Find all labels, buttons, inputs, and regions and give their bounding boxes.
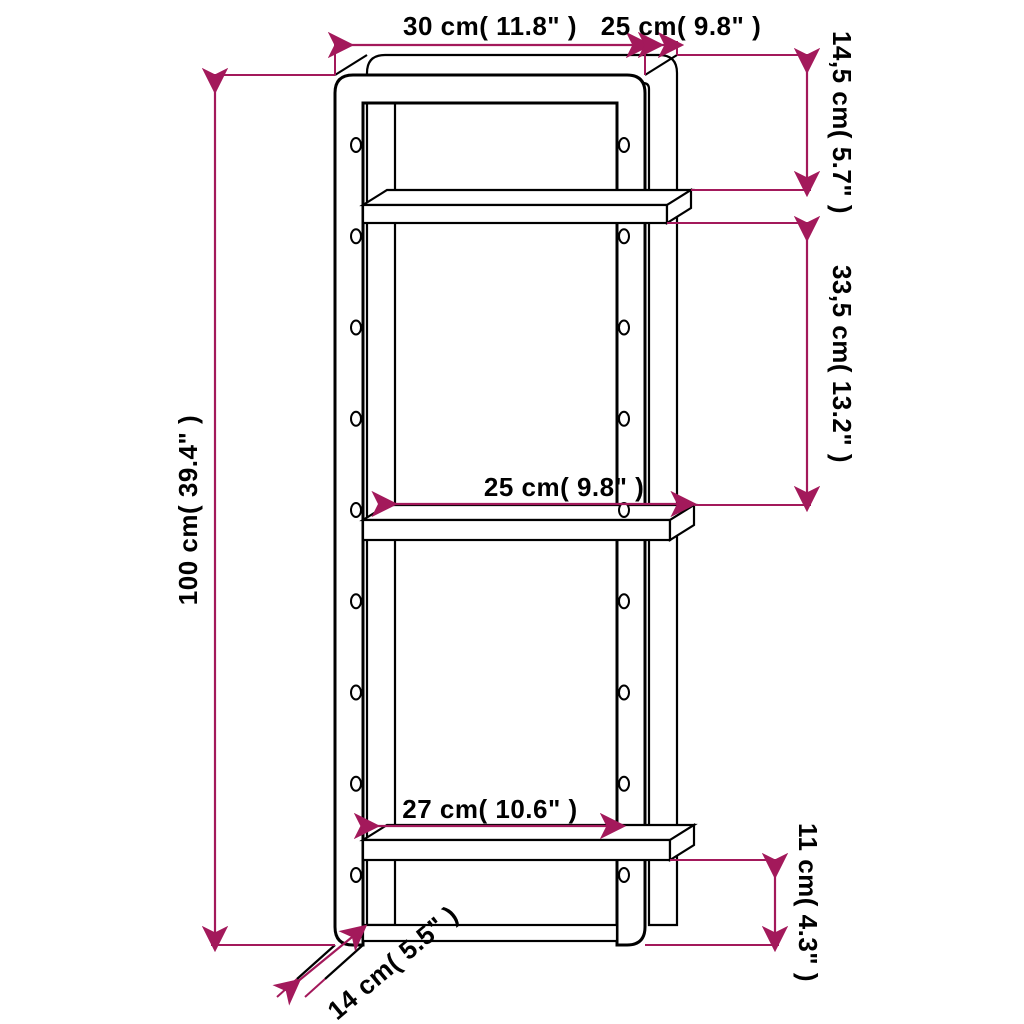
- dim-right-mid: 33,5 cm( 13.2" ): [827, 265, 857, 463]
- shelf-front-2: [363, 840, 670, 860]
- dim-shelf-inner: 27 cm( 10.6" ): [402, 794, 577, 824]
- dim-shelf-depth: 25 cm( 9.8" ): [484, 472, 644, 502]
- shelf-top-1: [363, 505, 694, 520]
- shelf-top-0: [363, 190, 691, 205]
- dim-top-depth: 25 cm( 9.8" ): [601, 11, 761, 41]
- dimension-diagram: 30 cm( 11.8" ) 25 cm( 9.8" ) 14,5 cm( 5.7"…: [0, 0, 1024, 1024]
- shelf-top-2: [363, 825, 694, 840]
- shelf-front-0: [363, 205, 667, 223]
- shelf-front-1: [363, 520, 670, 540]
- dim-top-width: 30 cm( 11.8" ): [403, 11, 577, 41]
- dim-right-upper: 14,5 cm( 5.7" ): [827, 31, 857, 214]
- dim-left-height: 100 cm( 39.4" ): [173, 415, 203, 605]
- dim-bottom-bar: 11 cm( 4.3" ): [793, 823, 823, 982]
